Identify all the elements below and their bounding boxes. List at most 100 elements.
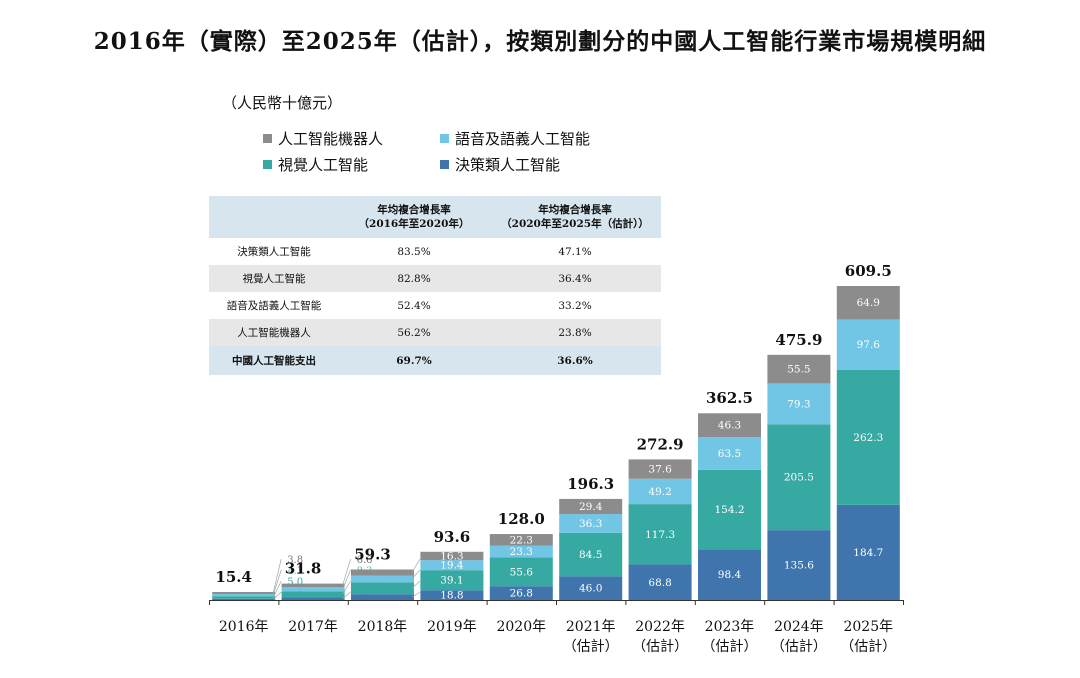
bar-segment xyxy=(836,504,900,600)
total-label: 15.4 xyxy=(215,568,252,586)
cagr-row: 視覺人工智能 82.8% 36.4% xyxy=(209,265,661,292)
data-label: 4.3 xyxy=(287,566,303,577)
bar-segment xyxy=(836,369,900,505)
data-label: 46.3 xyxy=(718,420,741,432)
bar-segment xyxy=(281,587,345,592)
cagr-row: 決策類人工智能 83.5% 47.1% xyxy=(209,238,661,265)
total-label: 196.3 xyxy=(567,475,614,493)
bar-segment xyxy=(559,576,623,600)
legend-label: 視覺人工智能 xyxy=(278,156,369,174)
bar-segment xyxy=(212,598,276,600)
x-tick-label: 2024年 xyxy=(774,619,824,635)
bar-segment xyxy=(698,549,761,600)
x-tick-label: （估計） xyxy=(771,639,827,655)
callout-line xyxy=(342,569,351,590)
data-label: 37.6 xyxy=(648,464,672,476)
legend-item-vision: 視覺人工智能 xyxy=(263,154,368,175)
data-label: 55.6 xyxy=(510,566,534,578)
data-label: 79.3 xyxy=(787,398,810,410)
data-label: 117.3 xyxy=(645,529,675,541)
bar-segment xyxy=(489,545,553,558)
cagr-value: 52.4% xyxy=(397,299,431,312)
x-tick-label: 2018年 xyxy=(358,619,408,635)
cagr-header-blank xyxy=(209,196,339,238)
bar-segment xyxy=(281,583,345,588)
chart-title: 2016年（實際）至2025年（估計），按類別劃分的中國人工智能行業市場規模明細 xyxy=(93,28,987,55)
bar-segment xyxy=(420,551,484,561)
cagr-header-2020-2025: 年均複合增長率 （2020年至2025年（估計）） xyxy=(489,196,661,238)
cagr-row-label: 語音及語義人工智能 xyxy=(226,300,322,312)
bar-segment xyxy=(212,592,276,594)
data-label: 29.4 xyxy=(579,501,603,513)
legend-label: 語音及語義人工智能 xyxy=(455,130,591,148)
data-label: 39.1 xyxy=(440,575,463,587)
total-label: 609.5 xyxy=(845,262,892,280)
bar-segment xyxy=(351,582,414,595)
callout-line xyxy=(411,558,421,573)
data-label: 154.2 xyxy=(714,504,744,516)
cagr-row: 人工智能機器人 56.2% 23.8% xyxy=(209,319,661,346)
x-tick-label: （估計） xyxy=(563,639,619,655)
data-label: 205.5 xyxy=(784,472,814,484)
data-label: 97.6 xyxy=(857,339,881,351)
cagr-value: 36.4% xyxy=(489,265,661,292)
cagr-row: 語音及語義人工智能 52.4% 33.2% xyxy=(209,292,661,319)
data-label: 19.4 xyxy=(440,560,464,572)
total-label: 59.3 xyxy=(354,545,391,563)
bar-segment xyxy=(836,286,900,320)
cagr-value: 69.7% xyxy=(339,346,489,375)
data-label: 16.3 xyxy=(440,550,463,562)
callout-line xyxy=(342,591,351,599)
legend-item-robot: 人工智能機器人 xyxy=(263,128,383,149)
x-tick-label: （估計） xyxy=(840,639,896,655)
x-tick-label: 2022年 xyxy=(635,619,685,635)
data-label: 18.8 xyxy=(440,590,463,602)
unit-label: （人民幣十億元） xyxy=(222,94,343,112)
legend-item-speech: 語音及語義人工智能 xyxy=(440,128,590,149)
x-tick-label: 2016年 xyxy=(219,619,269,635)
cagr-value: 82.8% xyxy=(339,265,489,292)
cagr-value: 36.6% xyxy=(489,346,661,375)
bar-segment xyxy=(281,597,345,600)
data-label: 5.0 xyxy=(287,577,303,588)
legend-swatch xyxy=(440,134,449,143)
bar-segment xyxy=(420,590,484,600)
bar-segment xyxy=(489,557,553,587)
cagr-table: 年均複合增長率 （2016年至2020年） 年均複合增長率 （2020年至202… xyxy=(209,196,661,375)
callout-line xyxy=(342,558,351,586)
bar-segment xyxy=(628,478,692,505)
bar-segment xyxy=(836,319,900,370)
bar-segment xyxy=(212,593,276,597)
data-label: 36.3 xyxy=(579,518,602,530)
x-tick-label: 2019年 xyxy=(427,619,477,635)
bar-segment xyxy=(351,569,414,576)
bar-segment xyxy=(767,383,831,425)
legend-swatch xyxy=(263,134,272,143)
total-label: 128.0 xyxy=(498,510,545,528)
data-label: 64.9 xyxy=(857,297,880,309)
data-label: 3.8 xyxy=(287,555,303,566)
callout-line xyxy=(272,591,282,600)
bar-segment xyxy=(767,530,831,600)
total-label: 31.8 xyxy=(285,560,322,578)
legend-label: 決策類人工智能 xyxy=(455,156,561,174)
total-label: 362.5 xyxy=(706,389,753,407)
callout-line xyxy=(411,569,421,580)
bar-segment xyxy=(628,504,692,565)
bar-segment xyxy=(698,437,761,470)
bar-segment xyxy=(489,586,553,600)
bar-segment xyxy=(767,424,831,531)
data-label: 22.3 xyxy=(510,534,533,546)
data-label: 46.0 xyxy=(579,583,602,595)
legend-swatch xyxy=(440,160,449,169)
x-tick-label: （估計） xyxy=(702,639,758,655)
x-tick-label: （估計） xyxy=(632,639,688,655)
x-tick-label: 2021年 xyxy=(566,619,616,635)
bar-segment xyxy=(420,560,484,571)
bar-segment xyxy=(698,413,761,438)
bar-segment xyxy=(489,534,553,546)
data-label: 6.6 xyxy=(357,555,373,566)
bar-segment xyxy=(351,594,414,600)
bar-segment xyxy=(351,575,414,583)
